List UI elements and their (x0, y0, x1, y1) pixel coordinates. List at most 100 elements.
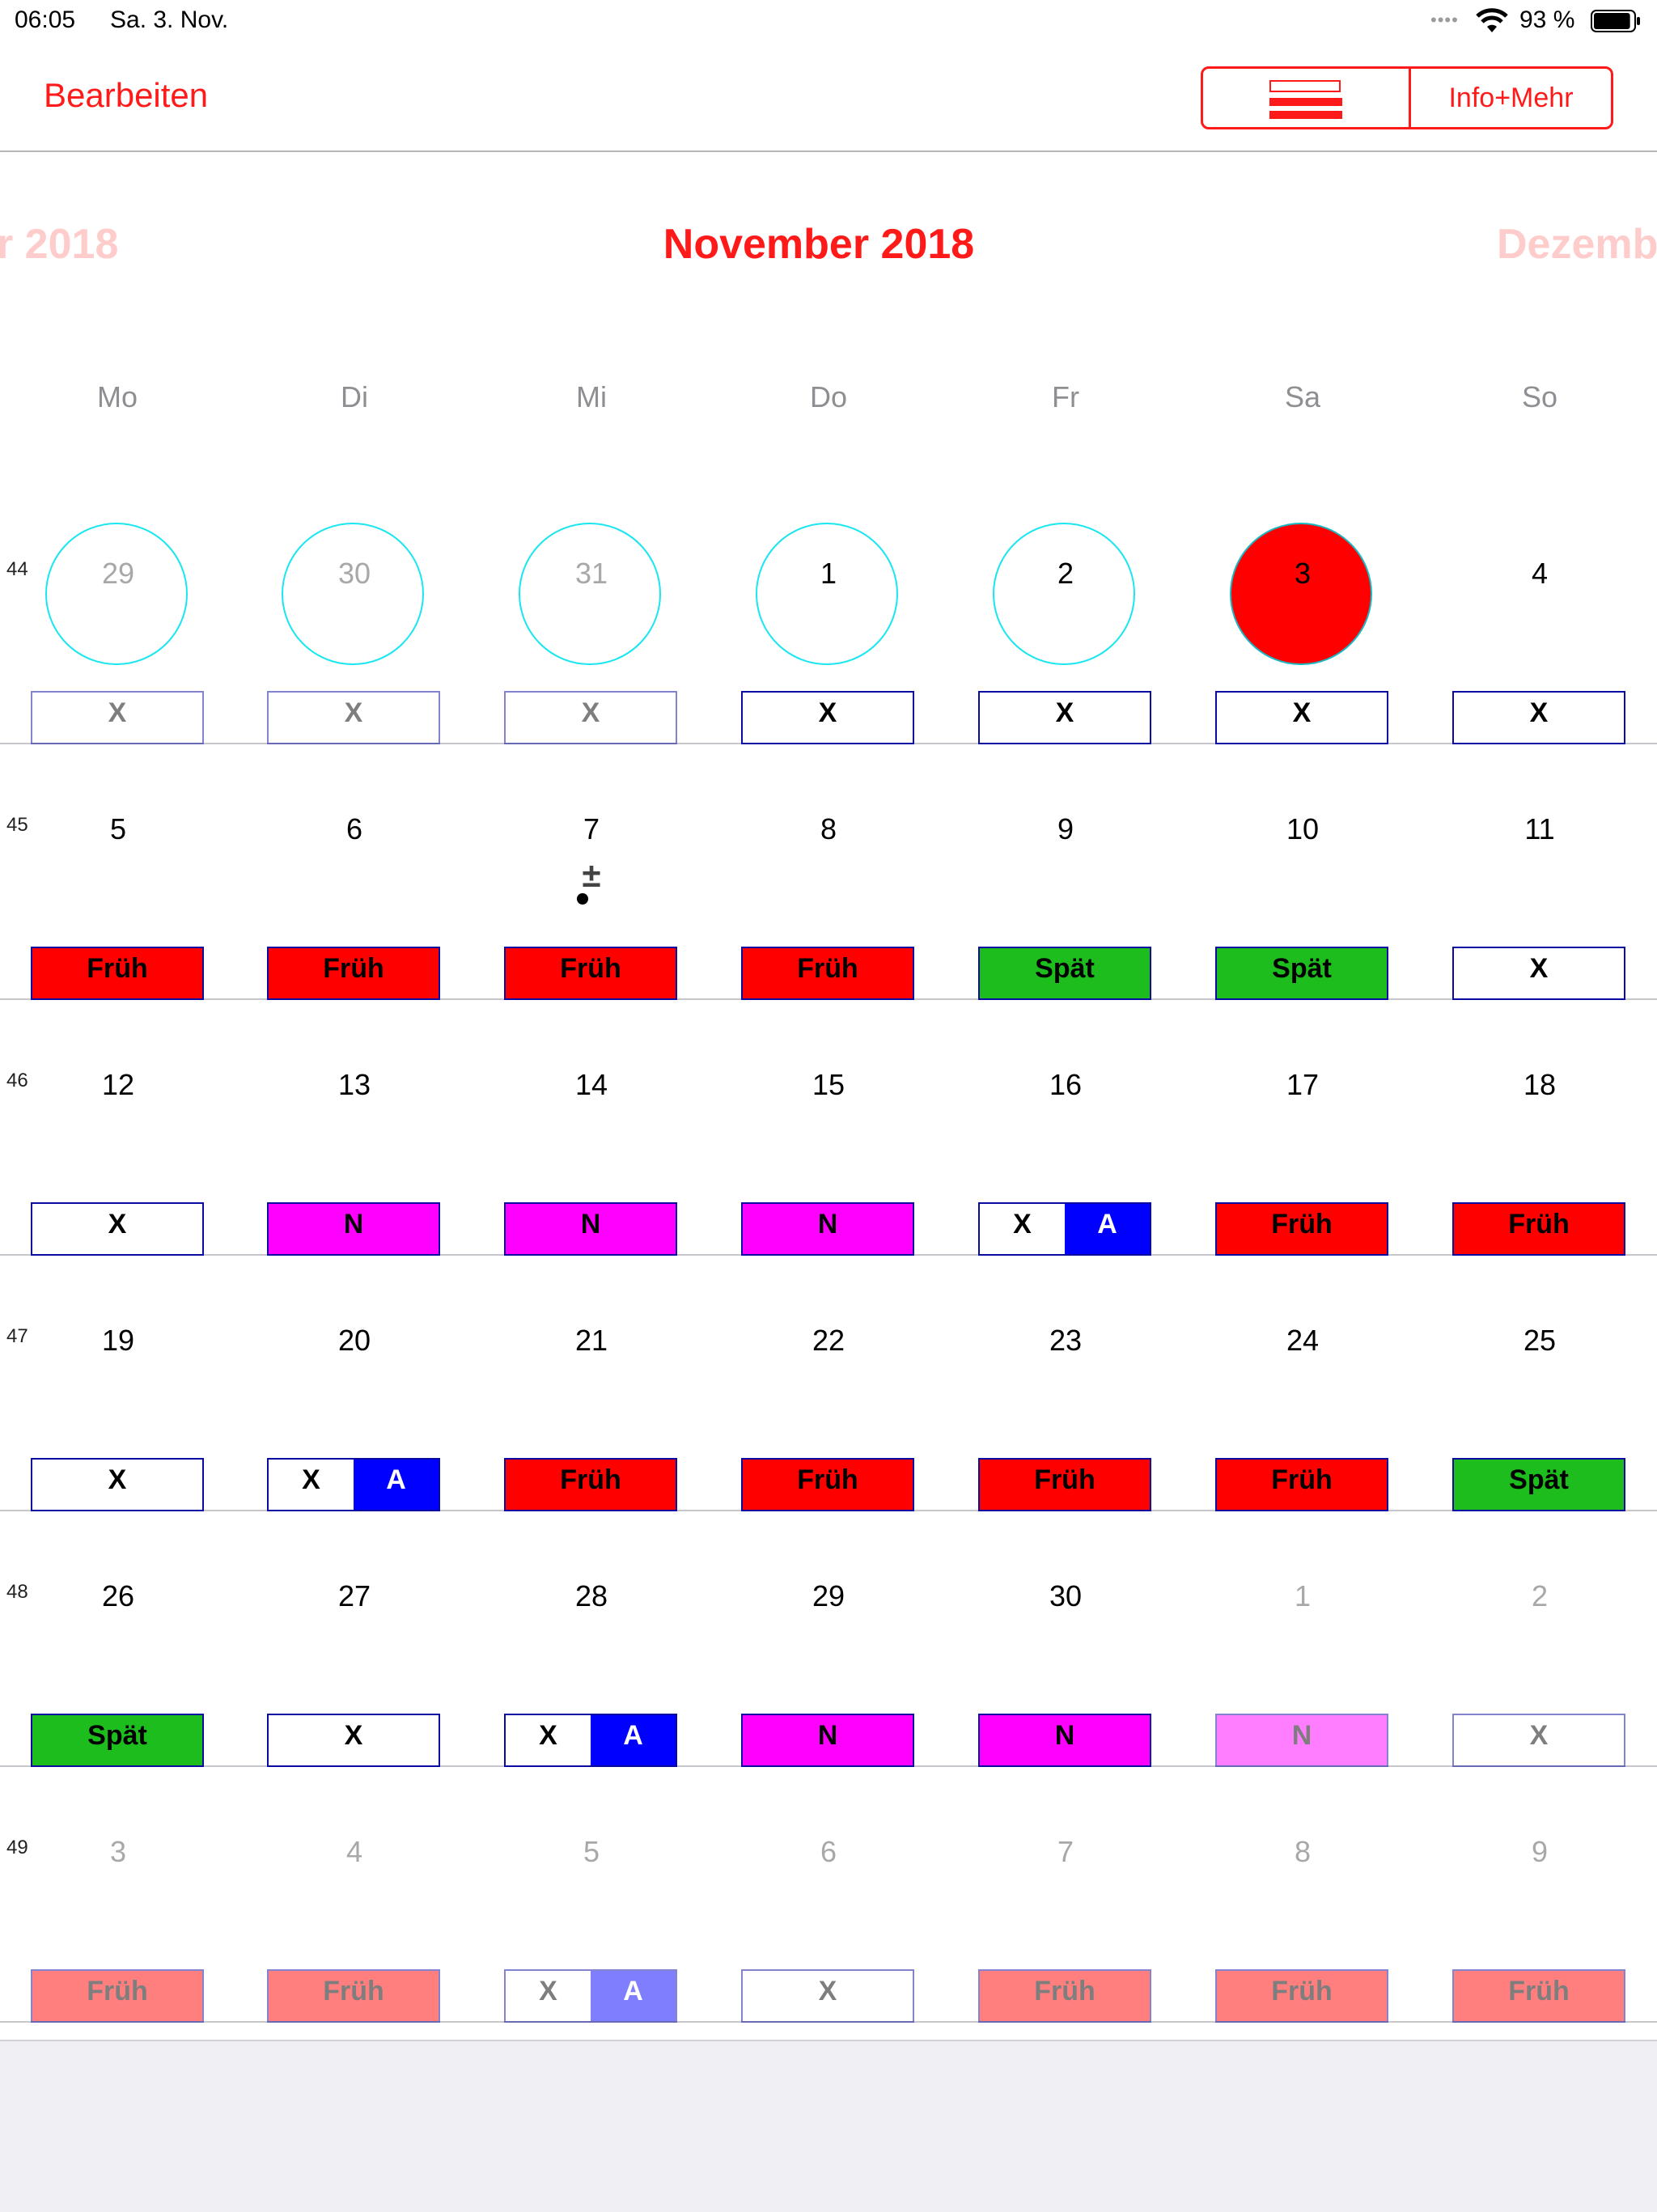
day-cell[interactable]: 8 Früh (1184, 1767, 1421, 2023)
list-view-segment[interactable] (1203, 69, 1411, 127)
shift-badge[interactable]: Spät (978, 947, 1151, 1000)
day-cell[interactable]: 30 X (236, 489, 473, 744)
day-cell[interactable]: 17 Früh (1184, 1000, 1421, 1256)
shift-badge[interactable]: N (1215, 1714, 1388, 1767)
day-cell[interactable]: 22 Früh (710, 1256, 947, 1511)
day-cell[interactable]: 20 X A (236, 1256, 473, 1511)
shift-spaet-label: Spät (1454, 1460, 1624, 1510)
day-cell[interactable]: 6 Früh (236, 744, 473, 1000)
day-cell[interactable]: 9 Früh (1422, 1767, 1657, 2023)
shift-badge[interactable]: Früh (1452, 1969, 1625, 2023)
shift-badge[interactable]: Früh (1215, 1202, 1388, 1256)
shift-badge[interactable]: X (31, 1458, 204, 1511)
day-cell[interactable]: 14 N (473, 1000, 710, 1256)
edit-button[interactable]: Bearbeiten (44, 76, 209, 114)
shift-badge[interactable]: Früh (1452, 1202, 1625, 1256)
shift-badge[interactable]: N (741, 1714, 914, 1767)
day-cell[interactable]: 15 N (710, 1000, 947, 1256)
day-cell[interactable]: 18 Früh (1422, 1000, 1657, 1256)
day-cell[interactable]: 24 Früh (1184, 1256, 1421, 1511)
day-cell[interactable]: 25 Spät (1422, 1256, 1657, 1511)
day-cell[interactable]: 7 Früh (947, 1767, 1184, 2023)
shift-badge[interactable]: X (1452, 691, 1625, 744)
day-cell[interactable]: 27 X (236, 1511, 473, 1767)
day-cell[interactable]: 28 X A (473, 1511, 710, 1767)
shift-frei-label: X (32, 1204, 202, 1254)
today-highlight-circle (1230, 523, 1372, 665)
empty-footer-area (0, 2040, 1657, 2212)
day-cell[interactable]: 3 Früh (0, 1767, 236, 2023)
previous-month-label[interactable]: r 2018 (0, 221, 119, 268)
day-cell[interactable]: 5 Früh (0, 744, 236, 1000)
day-cell[interactable]: 29 X (0, 489, 236, 744)
day-cell[interactable]: 4 Früh (236, 1767, 473, 2023)
shift-badge[interactable]: X (31, 691, 204, 744)
day-cell[interactable]: 26 Spät (0, 1511, 236, 1767)
shift-badge[interactable]: Früh (741, 947, 914, 1000)
day-number: 6 (820, 1835, 837, 1868)
shift-badge[interactable]: Früh (1215, 1458, 1388, 1511)
shift-badge[interactable]: Früh (978, 1969, 1151, 2023)
shift-badge[interactable]: Früh (31, 947, 204, 1000)
day-cell[interactable]: 11 X (1422, 744, 1657, 1000)
shift-frueh-label: Früh (1217, 1460, 1387, 1510)
shift-badge[interactable]: Spät (1452, 1458, 1625, 1511)
next-month-label[interactable]: Dezemb (1497, 221, 1657, 268)
shift-badge[interactable]: X (978, 691, 1151, 744)
three-lines-icon (1269, 80, 1342, 119)
day-cell[interactable]: 31 X (473, 489, 710, 744)
day-cell[interactable]: 19 X (0, 1256, 236, 1511)
shift-badge[interactable]: Früh (267, 947, 440, 1000)
shift-badge[interactable]: Spät (31, 1714, 204, 1767)
shift-badge[interactable]: N (504, 1202, 677, 1256)
shift-badge[interactable]: Früh (741, 1458, 914, 1511)
shift-badge[interactable]: Früh (504, 1458, 677, 1511)
shift-badge[interactable]: X (741, 691, 914, 744)
day-cell[interactable]: 8 Früh (710, 744, 947, 1000)
day-cell[interactable]: 29 N (710, 1511, 947, 1767)
day-cell[interactable]: 7 ± Früh (473, 744, 710, 1000)
shift-frei-label: X (1454, 1715, 1624, 1765)
shift-spaet-label: Spät (32, 1715, 202, 1765)
shift-badge[interactable]: Früh (267, 1969, 440, 2023)
shift-badge[interactable]: X (267, 1714, 440, 1767)
day-cell[interactable]: 9 Spät (947, 744, 1184, 1000)
shift-badge[interactable]: X (1452, 947, 1625, 1000)
shift-badge[interactable]: N (741, 1202, 914, 1256)
shift-badge[interactable]: Früh (31, 1969, 204, 2023)
shift-badge[interactable]: X (504, 691, 677, 744)
info-more-segment[interactable]: Info+Mehr (1448, 82, 1574, 113)
day-number: 2 (1057, 557, 1074, 590)
shift-badge[interactable]: Früh (978, 1458, 1151, 1511)
shift-badge[interactable]: X (267, 691, 440, 744)
shift-frei-label: X (980, 1204, 1065, 1254)
shift-badge[interactable]: X (1215, 691, 1388, 744)
shift-badge[interactable]: X (31, 1202, 204, 1256)
day-cell[interactable]: 10 Spät (1184, 744, 1421, 1000)
shift-badge[interactable]: X (741, 1969, 914, 2023)
shift-badge[interactable]: N (978, 1714, 1151, 1767)
day-cell[interactable]: 21 Früh (473, 1256, 710, 1511)
shift-badge[interactable]: N (267, 1202, 440, 1256)
shift-badge[interactable]: Spät (1215, 947, 1388, 1000)
shift-badge[interactable]: Früh (1215, 1969, 1388, 2023)
day-cell[interactable]: 13 N (236, 1000, 473, 1256)
day-cell[interactable]: 12 X (0, 1000, 236, 1256)
shift-badge[interactable]: X (1452, 1714, 1625, 1767)
shift-badge[interactable]: Früh (504, 947, 677, 1000)
day-cell[interactable]: 16 X A (947, 1000, 1184, 1256)
day-cell[interactable]: 30 N (947, 1511, 1184, 1767)
day-cell[interactable]: 23 Früh (947, 1256, 1184, 1511)
